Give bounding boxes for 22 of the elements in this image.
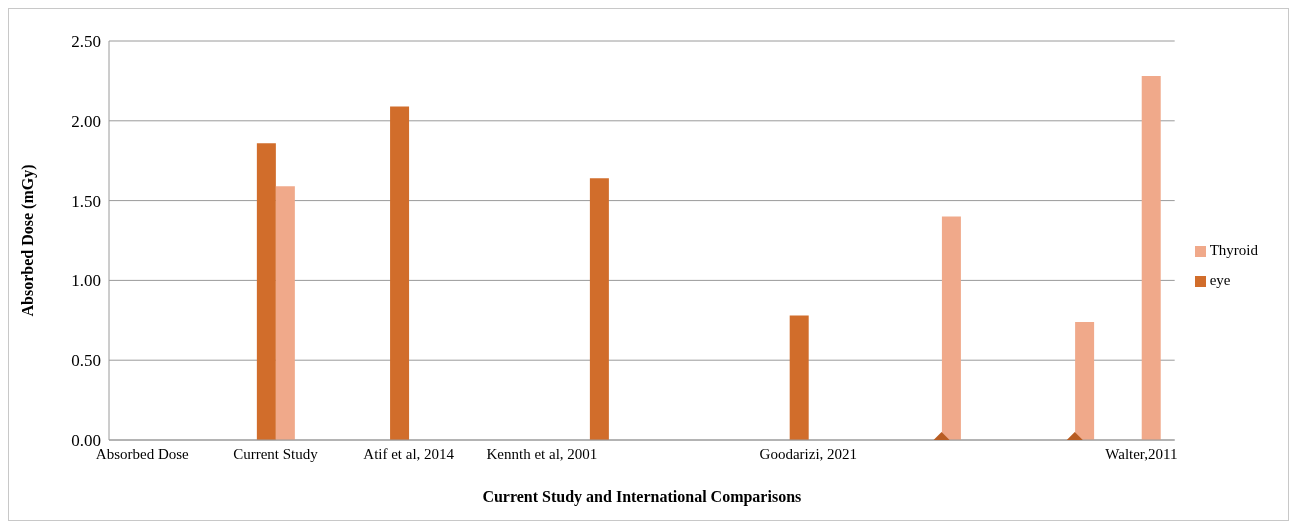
legend-label: eye xyxy=(1209,271,1231,288)
y-tick-label: 1.00 xyxy=(71,271,101,291)
x-axis-title: Current Study and International Comparisons xyxy=(482,488,802,506)
y-tick-label: 2.50 xyxy=(71,32,101,52)
bar xyxy=(1141,76,1161,440)
bar xyxy=(390,106,410,440)
y-tick-label: 0.50 xyxy=(71,351,101,371)
x-tick-label: Goodarizi, 2021 xyxy=(759,445,858,462)
x-tick-label: Current Study xyxy=(233,445,319,462)
x-tick-label: Kennth et al, 2001 xyxy=(486,445,598,462)
legend-label: Thyroid xyxy=(1209,241,1258,258)
bar xyxy=(941,216,961,440)
y-tick-label: 2.00 xyxy=(71,111,101,131)
bar xyxy=(256,143,276,440)
x-tick-label: Walter,2011 xyxy=(1105,445,1178,462)
x-tick-label: Atif et al, 2014 xyxy=(363,445,455,462)
bar xyxy=(589,178,609,440)
y-axis-title: Absorbed Dose (mGy) xyxy=(18,164,37,317)
bar xyxy=(789,315,809,440)
bar xyxy=(1075,321,1095,440)
y-tick-label: 1.50 xyxy=(71,191,101,211)
bar xyxy=(275,186,295,440)
